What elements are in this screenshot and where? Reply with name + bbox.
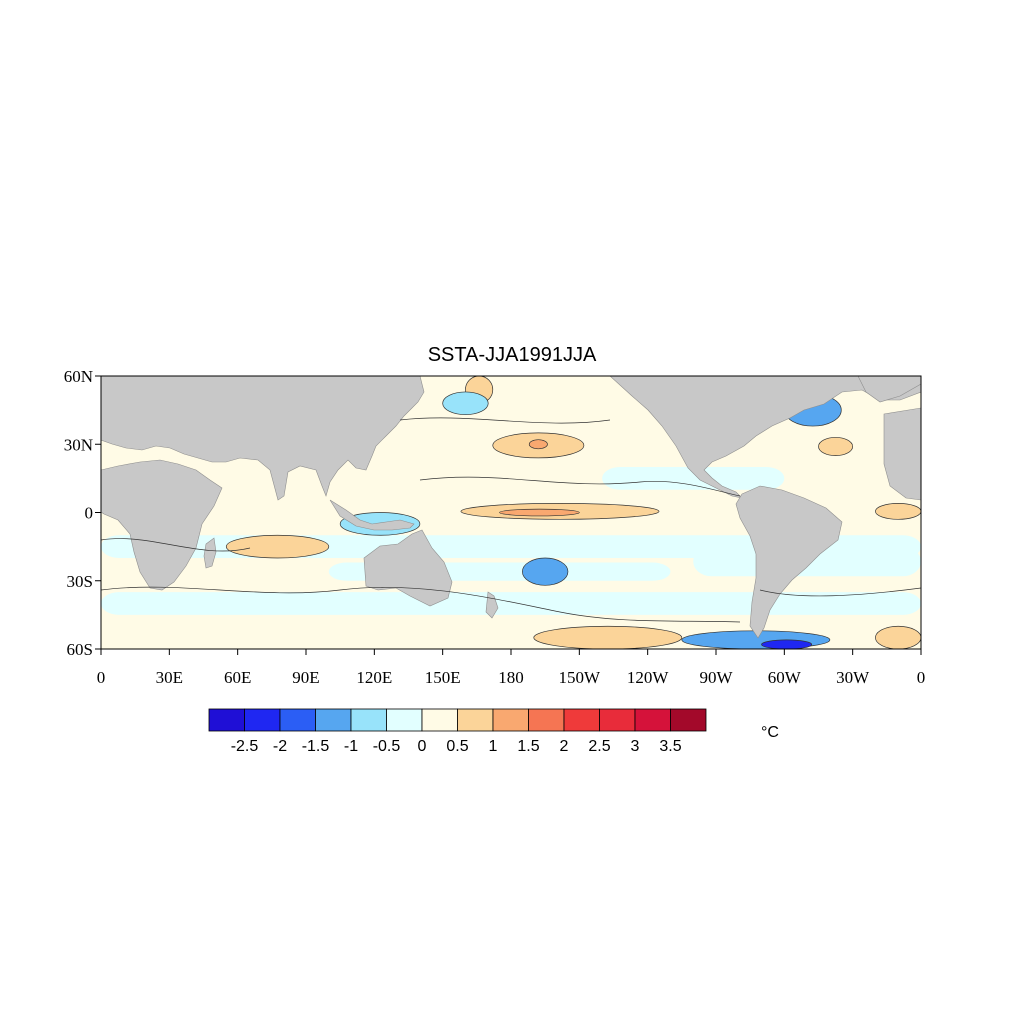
lon-tick-label: 30W: [836, 668, 870, 687]
lon-tick-label: 0: [97, 668, 106, 687]
colorbar-swatch: [208, 708, 245, 732]
land-greenland: [857, 376, 921, 403]
colorbar-label: 2: [560, 738, 569, 755]
colorbar-label: -2: [273, 738, 287, 755]
contour-lines: [101, 417, 921, 623]
lon-tick-label: 180: [498, 668, 524, 687]
land-west-africa-bulge: [883, 407, 921, 501]
anomaly-region: [875, 625, 921, 649]
colorbar-label: 1: [489, 738, 498, 755]
lat-tick-label: 60N: [64, 367, 93, 386]
lon-tick-label: 60E: [224, 668, 251, 687]
colorbar-swatch: [350, 708, 387, 732]
map-panel: [101, 376, 921, 649]
cool-band: [101, 592, 921, 615]
colorbar-label: 0.5: [446, 738, 468, 755]
colorbar-label: 3: [631, 738, 640, 755]
lat-tick-label: 60S: [67, 640, 93, 659]
cool-band: [602, 467, 785, 490]
colorbar-swatch: [599, 708, 636, 732]
anomaly-region: [528, 439, 548, 450]
colorbar-label: 3.5: [659, 738, 681, 755]
anomaly-region: [533, 625, 683, 649]
lon-tick-label: 0: [917, 668, 926, 687]
colorbar-swatch: [386, 708, 423, 732]
anomaly-region: [818, 437, 854, 456]
units-label: °C: [761, 724, 779, 741]
colorbar-swatch: [244, 708, 281, 732]
colorbar-swatch: [670, 708, 707, 732]
colorbar-swatch: [563, 708, 600, 732]
colorbar-label: 0: [418, 738, 427, 755]
anomaly-region: [225, 534, 330, 559]
colorbar-label: -2.5: [231, 738, 259, 755]
latitude-axis: 60N 30N 0 30S 60S: [64, 367, 101, 659]
colorbar: -2.5 -2 -1.5 -1 -0.5 0 0.5 1 1.5 2 2.5 3 3.5: [208, 708, 707, 755]
lat-tick-label: 30S: [67, 572, 93, 591]
lon-tick-label: 120W: [627, 668, 670, 687]
lat-tick-label: 0: [85, 504, 94, 523]
colorbar-swatch: [492, 708, 529, 732]
map-title: SSTA-JJA1991JJA: [428, 344, 597, 366]
anomaly-region: [499, 508, 580, 517]
colorbar-swatch: [457, 708, 494, 732]
lon-tick-label: 90W: [699, 668, 733, 687]
lat-tick-label: 30N: [64, 435, 93, 454]
anomaly-region: [522, 557, 569, 586]
anomaly-region: [761, 639, 813, 649]
land-maritime-continent: [329, 499, 415, 531]
lon-tick-label: 150W: [559, 668, 602, 687]
colorbar-swatch: [279, 708, 316, 732]
land-south-america: [735, 485, 843, 639]
colorbar-label: 2.5: [588, 738, 610, 755]
lon-tick-label: 120E: [356, 668, 392, 687]
lon-tick-label: 90E: [292, 668, 319, 687]
anomaly-layer: [225, 376, 921, 649]
colorbar-swatch: [421, 708, 458, 732]
land-africa: [101, 459, 223, 591]
anomaly-region: [442, 391, 489, 416]
colorbar-label: -0.5: [373, 738, 401, 755]
colorbar-swatch: [315, 708, 352, 732]
colorbar-swatch: [634, 708, 671, 732]
land-eurasia: [101, 376, 425, 501]
colorbar-label: -1: [344, 738, 358, 755]
colorbar-label: 1.5: [517, 738, 539, 755]
longitude-axis: 0 30E 60E 90E 120E 150E 180 150W 120W 90W 60W 30W 0: [97, 649, 926, 687]
land-layer: [101, 376, 921, 639]
lon-tick-label: 150E: [425, 668, 461, 687]
land-madagascar: [203, 537, 217, 569]
lon-tick-label: 30E: [156, 668, 183, 687]
anomaly-region: [875, 503, 921, 520]
colorbar-label: -1.5: [302, 738, 330, 755]
colorbar-swatch: [528, 708, 565, 732]
land-new-zealand: [485, 591, 499, 619]
lon-tick-label: 60W: [768, 668, 802, 687]
